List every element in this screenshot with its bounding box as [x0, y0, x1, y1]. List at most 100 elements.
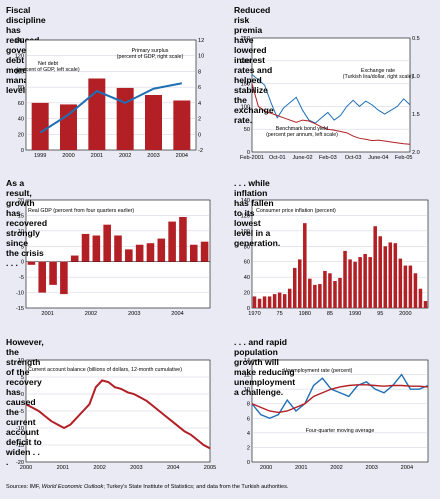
- inflation-bar-22: [363, 254, 367, 308]
- panel-current-account-title: However, the strength of the recovery ha…: [6, 337, 44, 467]
- inflation-xtick-1: 1980: [299, 311, 311, 317]
- inflation-bar-1: [257, 298, 262, 308]
- source-suffix: ; Turkey's State Institute of Statistics…: [103, 484, 289, 490]
- gdp-bar-14: [179, 216, 187, 262]
- unemp-annotation-rate: Unemployment rate (percent): [284, 368, 353, 374]
- inflation-xtick-0: 1970: [248, 311, 260, 317]
- debt-bar-2: [88, 78, 106, 150]
- rates-annotation-exchange-2: (Turkish lira/dollar, right scale): [343, 74, 414, 80]
- inflation-bar-17: [338, 277, 342, 308]
- inflation-bar-25: [378, 236, 382, 308]
- rates-ytick-right-3: 2.0: [412, 150, 420, 156]
- gdp-ytick-7: 20: [18, 198, 24, 204]
- debt-bar-5: [173, 100, 191, 150]
- rates-xtick-1: Oct-01: [269, 155, 286, 161]
- inflation-series-label: Consumer price inflation (percent): [256, 208, 336, 214]
- inflation-ytick-3: 60: [244, 260, 250, 266]
- inflation-bar-15: [328, 273, 332, 308]
- panel-unemployment-title: . . . and rapid population growth will m…: [234, 337, 295, 397]
- gdp-bar-16: [200, 241, 209, 262]
- ca-xtick-1: 2001: [57, 465, 69, 471]
- debt-ytick-6: 120: [15, 54, 24, 60]
- panel-inflation-title-line-1: . . . while inflation has fallen to its …: [234, 178, 274, 228]
- debt-annotation-surplus-1: Primary surplus: [132, 48, 169, 54]
- inflation-bar-20: [353, 261, 357, 308]
- panel-rates-title-line-2: helped stabilize the exchange rate.: [234, 75, 274, 125]
- ca-xtick-4: 2004: [167, 465, 179, 471]
- inflation-bar-26: [383, 246, 388, 308]
- inflation-ytick-6: 120: [241, 213, 250, 219]
- rates-plot-area: [251, 37, 411, 153]
- debt-ytick-7: 140: [15, 38, 24, 44]
- ca-ytick-2: -10: [16, 426, 24, 432]
- debt-ytick-2: 40: [18, 117, 24, 123]
- debt-xtick-1: 2000: [62, 153, 74, 159]
- inflation-bar-9: [298, 259, 302, 308]
- gdp-bar-12: [157, 238, 166, 262]
- source-prefix: Sources: IMF,: [6, 484, 42, 490]
- rates-annotation-bond-1: Benchmark bond yield: [276, 126, 328, 132]
- inflation-xtick-2: 1990: [349, 311, 361, 317]
- inflation-bar-10: [303, 223, 307, 308]
- debt-bar-4: [145, 95, 162, 150]
- rates-ytick-2: 100: [241, 104, 250, 110]
- ca-xtick-2: 2002: [93, 465, 105, 471]
- unemp-series-0-line: [251, 373, 429, 420]
- rates-ytick-right-1: 1.0: [412, 74, 420, 80]
- gdp-bar-8: [114, 235, 122, 262]
- unemp-xtick-2: 2002: [330, 465, 342, 471]
- inflation-xtick-minor-0: 75: [277, 311, 283, 317]
- debt-xtick-2: 2001: [91, 153, 103, 159]
- gdp-bar-11: [146, 243, 155, 262]
- inflation-bar-30: [403, 265, 408, 308]
- panel-current-account-title-line-1: However, the strength of the recovery ha…: [6, 337, 44, 407]
- debt-ytick-right-2: 2: [198, 117, 201, 123]
- rates-xtick-2: June-02: [292, 155, 312, 161]
- unemp-ytick-6: 12: [244, 373, 250, 379]
- panel-gdp-title-line-2: the crisis . . .: [6, 248, 44, 268]
- rates-ytick-4: 200: [241, 59, 250, 65]
- inflation-bar-33: [418, 288, 423, 308]
- inflation-bar-14: [323, 270, 327, 308]
- rates-ytick-1: 50: [244, 127, 250, 133]
- rates-ytick-right-2: 1.5: [412, 112, 420, 118]
- rates-ytick-right-0: 0.5: [412, 36, 420, 42]
- gdp-ytick-6: 15: [18, 213, 24, 219]
- inflation-bar-27: [388, 242, 393, 308]
- rates-ytick-0: 0: [247, 150, 250, 156]
- debt-xtick-5: 2004: [176, 153, 188, 159]
- gdp-bar-15: [189, 244, 198, 262]
- debt-xtick-4: 2003: [147, 153, 159, 159]
- ca-ytick-4: 0: [21, 392, 24, 398]
- rates-series-1-line: [251, 83, 411, 145]
- ca-ytick-0: -20: [16, 460, 24, 466]
- rates-xtick-6: Feb-05: [395, 155, 413, 161]
- gdp-bar-9: [125, 249, 133, 262]
- unemp-series-1-line: [251, 384, 429, 414]
- inflation-bar-28: [393, 243, 398, 308]
- ca-ytick-1: -15: [16, 443, 24, 449]
- inflation-bar-0: [252, 296, 257, 308]
- gdp-bar-2: [49, 261, 57, 285]
- rates-annotation-exchange-1: Exchange rate: [361, 68, 395, 74]
- inflation-bar-32: [413, 273, 418, 308]
- gdp-ytick-5: 10: [18, 229, 24, 235]
- debt-ytick-0: 0: [21, 148, 24, 154]
- panel-inflation-title: . . . while inflation has fallen to its …: [234, 178, 280, 248]
- gdp-ytick-4: 5: [21, 244, 24, 250]
- unemp-ytick-1: 2: [247, 445, 250, 451]
- debt-ytick-right-0: -2: [198, 148, 203, 154]
- ca-ytick-6: 10: [18, 358, 24, 364]
- panel-unemployment-title-line-1: . . . and rapid population growth will m…: [234, 337, 295, 377]
- ca-ytick-5: 5: [21, 375, 24, 381]
- ca-series-label: Current account balance (billions of dol…: [28, 367, 182, 373]
- unemp-ytick-5: 10: [244, 387, 250, 393]
- inflation-ytick-0: 0: [247, 306, 250, 312]
- panel-current-account-title-line-2: the current account deficit to widen . .…: [6, 407, 42, 467]
- debt-ytick-right-6: 10: [198, 54, 204, 60]
- inflation-bar-6: [282, 294, 287, 308]
- inflation-bar-5: [277, 292, 282, 308]
- unemp-ytick-4: 8: [247, 402, 250, 408]
- panel-inflation-title-line-2: level in a generation.: [234, 228, 281, 248]
- inflation-bar-29: [398, 258, 403, 308]
